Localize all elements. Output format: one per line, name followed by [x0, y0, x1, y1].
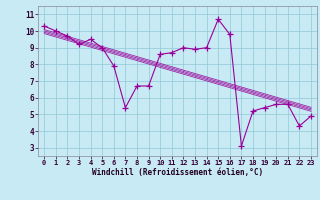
- X-axis label: Windchill (Refroidissement éolien,°C): Windchill (Refroidissement éolien,°C): [92, 168, 263, 177]
